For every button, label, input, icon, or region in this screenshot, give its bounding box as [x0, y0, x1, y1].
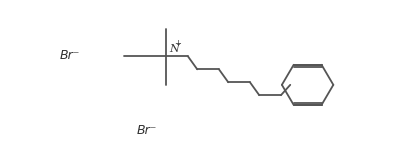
- Text: N: N: [169, 44, 178, 54]
- Text: Br⁻: Br⁻: [137, 124, 157, 137]
- Text: +: +: [174, 39, 181, 48]
- Text: Br⁻: Br⁻: [59, 49, 80, 62]
